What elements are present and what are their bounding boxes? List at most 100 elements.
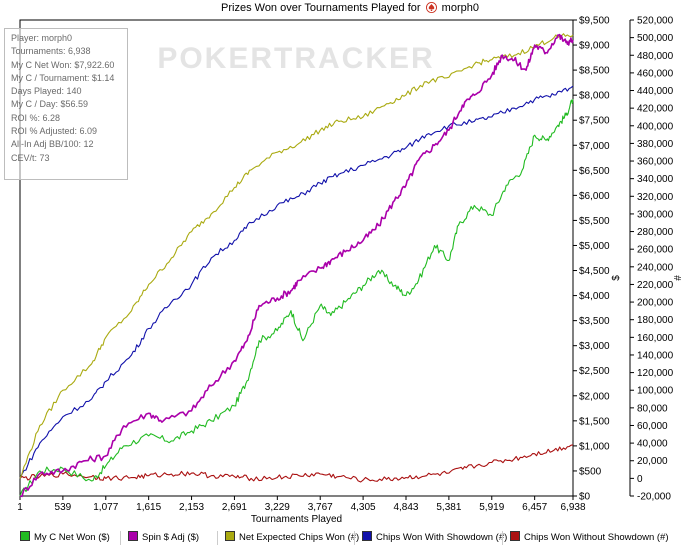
x-tick-label: 5,381 [436, 502, 461, 513]
y-right-tick-label: 180,000 [637, 315, 674, 326]
y-left-tick-label: $4,000 [579, 291, 610, 302]
y-right-axis-title: # [673, 275, 684, 281]
legend-label: Spin $ Adj ($) [142, 532, 200, 543]
y-left-tick-label: $500 [579, 466, 602, 477]
y-right-tick-label: 320,000 [637, 192, 674, 203]
series-line-1 [19, 33, 574, 498]
y-right-tick-label: 480,000 [637, 51, 674, 62]
plot-border [19, 19, 574, 497]
y-right-tick-label: 200,000 [637, 298, 674, 309]
x-tick-label: 2,691 [222, 502, 247, 513]
stat-days-played: Days Played: 140 [11, 86, 82, 97]
legend-label: Chips Won Without Showdown (#) [524, 532, 669, 543]
x-tick-label: 6,938 [560, 502, 585, 513]
legend-swatch [362, 531, 372, 541]
y-right-tick-label: 440,000 [637, 86, 674, 97]
y-left-tick-label: $6,000 [579, 191, 610, 202]
series-line-0 [19, 99, 574, 497]
legend-item[interactable]: My C Net Won ($) [20, 530, 110, 546]
x-tick-label: 1,615 [136, 502, 161, 513]
x-tick-label: 2,153 [179, 502, 204, 513]
y-left-tick-label: $5,500 [579, 216, 610, 227]
y-left-tick-label: $3,500 [579, 316, 610, 327]
y-left-tick-label: $7,500 [579, 116, 610, 127]
y-right-tick-label: 120,000 [637, 368, 674, 379]
y-right-tick-label: 140,000 [637, 350, 674, 361]
y-left-tick-label: $2,000 [579, 391, 610, 402]
y-right-tick-label: 60,000 [637, 421, 668, 432]
stat-roi-adjusted: ROI % Adjusted: 6.09 [11, 126, 98, 137]
legend-item[interactable]: Chips Won With Showdown (#) [362, 530, 507, 546]
stat-roi: ROI %: 6.28 [11, 112, 61, 123]
y-right-tick-label: 460,000 [637, 68, 674, 79]
y-left-tick-label: $0 [579, 492, 591, 503]
y-right-tick-label: 380,000 [637, 139, 674, 150]
stat-net-won: My C Net Won: $7,922.60 [11, 59, 115, 70]
y-right-tick-label: 400,000 [637, 121, 674, 132]
y-left-tick-label: $3,000 [579, 341, 610, 352]
x-tick-label: 4,305 [351, 502, 376, 513]
y-left-tick-label: $6,500 [579, 166, 610, 177]
y-left-tick-label: $8,500 [579, 66, 610, 77]
y-right-tick-label: 300,000 [637, 209, 674, 220]
chart-title: Prizes Won over Tournaments Played for m… [0, 2, 700, 14]
x-tick-label: 3,229 [265, 502, 290, 513]
x-axis-title: Tournaments Played [251, 514, 342, 525]
x-tick-label: 539 [55, 502, 72, 513]
y-left-tick-label: $2,500 [579, 366, 610, 377]
legend-separator [502, 531, 503, 545]
chart-title-player: morph0 [441, 2, 479, 14]
y-left-tick-label: $4,500 [579, 266, 610, 277]
legend-item[interactable]: Chips Won Without Showdown (#) [510, 530, 669, 546]
legend-separator [217, 531, 218, 545]
legend-swatch [225, 531, 235, 541]
y-left-tick-label: $5,000 [579, 241, 610, 252]
y-left-tick-label: $9,000 [579, 41, 610, 52]
y-right-tick-label: 160,000 [637, 333, 674, 344]
stat-per-day: My C / Day: $56.59 [11, 99, 89, 110]
y-right-tick-label: 40,000 [637, 439, 668, 450]
y-right-tick-label: 280,000 [637, 227, 674, 238]
x-tick-label: 5,919 [479, 502, 504, 513]
legend-item[interactable]: Net Expected Chips Won (#) [225, 530, 359, 546]
x-tick-label: 1 [17, 502, 23, 513]
legend-swatch [128, 531, 138, 541]
stat-per-tournament: My C / Tournament: $1.14 [11, 72, 115, 83]
y-left-tick-label: $7,000 [579, 141, 610, 152]
y-right-tick-label: 80,000 [637, 403, 668, 414]
y-right-tick-label: 0 [637, 474, 643, 485]
y-right-tick-label: 220,000 [637, 280, 674, 291]
y-right-tick-label: 500,000 [637, 33, 674, 44]
series-line-4 [19, 444, 574, 483]
legend-label: Net Expected Chips Won (#) [239, 532, 360, 543]
y-left-axis-title: $ [611, 275, 622, 281]
x-tick-label: 6,457 [522, 502, 547, 513]
y-left-tick-label: $1,000 [579, 441, 610, 452]
legend-item[interactable]: Spin $ Adj ($) [128, 530, 199, 546]
stat-tournaments: Tournaments: 6,938 [11, 46, 91, 57]
legend-label: Chips Won With Showdown (#) [376, 532, 508, 543]
y-right-tick-label: 340,000 [637, 174, 674, 185]
stats-panel: Player: morph0 Tournaments: 6,938 My C N… [4, 28, 128, 180]
chart-legend: My C Net Won ($) Spin $ Adj ($) Net Expect… [20, 530, 670, 546]
x-tick-label: 4,843 [393, 502, 418, 513]
stat-allin-adj: All-In Adj BB/100: 12 [11, 139, 94, 150]
y-right-tick-label: 20,000 [637, 456, 668, 467]
pokertracker-logo-icon [425, 2, 437, 13]
legend-separator [120, 531, 121, 545]
y-left-tick-label: $8,000 [579, 91, 610, 102]
stat-cev: CEV/t: 73 [11, 152, 50, 163]
y-left-tick-label: $1,500 [579, 416, 610, 427]
x-tick-label: 3,767 [308, 502, 333, 513]
legend-swatch [20, 531, 30, 541]
stat-player: Player: morph0 [11, 33, 73, 43]
y-right-tick-label: -20,000 [637, 492, 671, 503]
y-right-tick-label: 100,000 [637, 386, 674, 397]
legend-swatch [510, 531, 520, 541]
chart-title-text: Prizes Won over Tournaments Played for [221, 2, 421, 14]
y-right-tick-label: 260,000 [637, 245, 674, 256]
legend-label: My C Net Won ($) [34, 532, 110, 543]
series-line-3 [19, 85, 574, 479]
y-right-tick-label: 520,000 [637, 16, 674, 27]
